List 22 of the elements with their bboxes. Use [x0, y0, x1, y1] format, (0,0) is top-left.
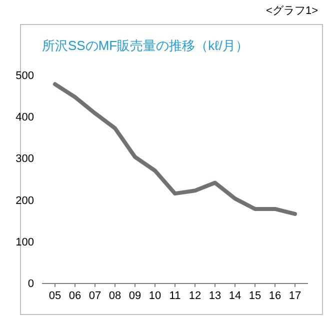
x-tick-label: 11: [169, 290, 181, 302]
x-tick-label: 09: [128, 290, 142, 302]
x-tick-label: 10: [148, 290, 162, 302]
y-tick-label: 100: [16, 236, 34, 248]
x-tick-label: 08: [108, 290, 122, 302]
x-tick-label: 07: [88, 290, 102, 302]
x-tick-label: 14: [228, 290, 242, 302]
x-tick-label: 16: [268, 290, 282, 302]
x-tick-label: 05: [48, 290, 62, 302]
chart-title: 所沢SSのMF販売量の推移（kℓ/月）: [42, 38, 248, 53]
y-tick-label: 200: [16, 194, 34, 207]
line-series: [53, 82, 297, 216]
x-tick-label: 15: [248, 290, 262, 302]
y-tick-label: 400: [16, 112, 34, 124]
x-tick-label: 13: [208, 290, 222, 302]
y-tick-label: 500: [16, 70, 34, 82]
y-tick-label: 300: [16, 153, 34, 166]
x-tick-label: 12: [188, 290, 202, 302]
x-tick-label: 17: [288, 290, 302, 302]
text: <グラフ1>: [266, 5, 318, 17]
y-tick-label: 0: [28, 278, 34, 290]
x-tick-label: 06: [68, 290, 82, 302]
